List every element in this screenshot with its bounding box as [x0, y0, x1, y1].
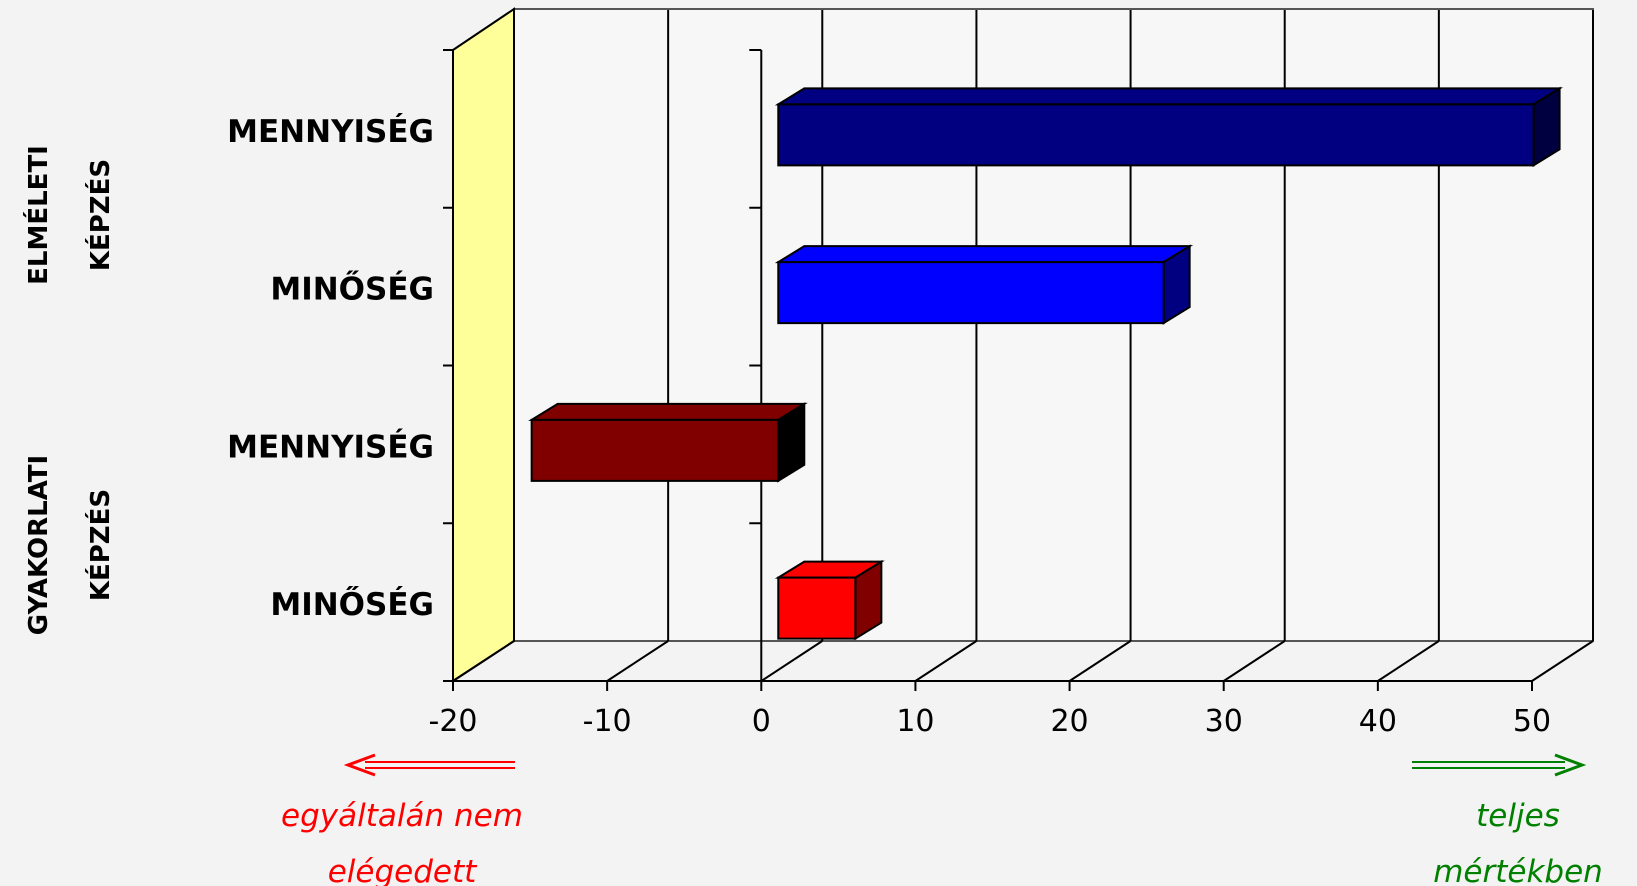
gridline-floor: [452, 640, 515, 682]
category-label: MENNYISÉG: [227, 114, 434, 150]
labels: -20 -10 0 10 20 30 40 50 MENNYISÉG MINŐSÉG MENNYIS…: [22, 114, 1603, 886]
bar-3: [774, 559, 885, 641]
axes: [443, 49, 1533, 691]
x-tick-label: 50: [1513, 704, 1551, 739]
right-arrow-icon: [1412, 753, 1587, 777]
x-tick-label: 40: [1359, 704, 1397, 739]
bar-front-face: [777, 103, 1535, 167]
x-tick-label: 20: [1050, 704, 1088, 739]
bar-0: [774, 86, 1564, 168]
bar-front-face: [777, 261, 1165, 325]
category-label: MINŐSÉG: [270, 271, 434, 308]
gridline-floor: [1069, 640, 1132, 682]
left-wall: [452, 7, 515, 683]
category-label: MINŐSÉG: [270, 586, 434, 623]
gridline-floor: [1377, 640, 1440, 682]
bar-front-face: [777, 576, 857, 640]
x-tick-label: 30: [1205, 704, 1243, 739]
left-arrow-icon: [343, 753, 515, 777]
gridline-floor: [760, 640, 823, 682]
group-label: GYAKORLATI: [24, 455, 54, 635]
right-note-text: teljes: [1476, 798, 1560, 834]
gridline-floor: [1223, 640, 1286, 682]
x-tick-label: 10: [896, 704, 934, 739]
category-label: MENNYISÉG: [227, 429, 434, 465]
x-tick-label: -20: [429, 704, 478, 739]
bar-top-face: [774, 245, 1194, 264]
bar-top-face: [774, 87, 1564, 106]
gridline-floor: [914, 640, 977, 682]
group-label: ELMÉLETI: [22, 145, 54, 285]
left-note-text: egyáltalán nem: [281, 798, 523, 834]
group-label: KÉPZÉS: [84, 159, 116, 271]
x-tick-label: -10: [583, 704, 632, 739]
gridline-floor: [606, 640, 669, 682]
bar-top-face: [528, 402, 808, 421]
right-note-text: mértékben: [1433, 854, 1603, 886]
left-note-text: elégedett: [328, 854, 478, 886]
bars: [528, 86, 1564, 641]
x-tick-label: 0: [752, 704, 771, 739]
bar-2: [528, 402, 808, 483]
bar-1: [774, 244, 1194, 325]
group-label: KÉPZÉS: [84, 489, 116, 601]
gridline-floor: [1531, 640, 1594, 682]
bar-front-face: [530, 418, 780, 482]
